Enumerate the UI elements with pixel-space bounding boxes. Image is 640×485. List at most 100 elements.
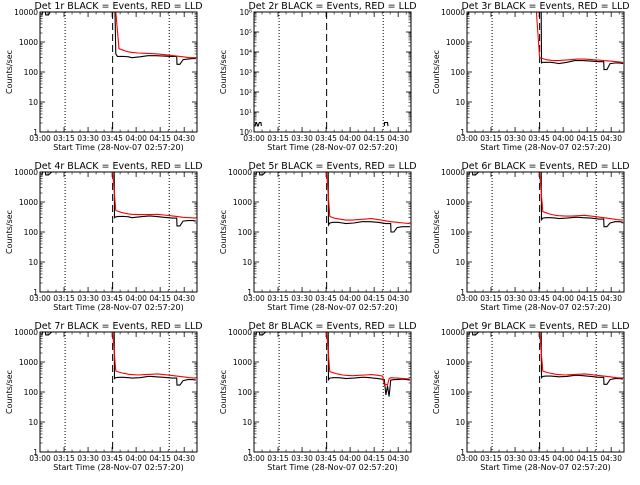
x-tick-label: 04:00 — [552, 294, 574, 303]
x-tick-label: 04:15 — [363, 454, 385, 463]
lld-series-line — [264, 332, 410, 386]
x-tick-label: 03:45 — [528, 134, 550, 143]
y-tick-label: 10 — [28, 258, 38, 267]
y-tick-label: 10000 — [14, 328, 38, 337]
x-tick-label: 03:00 — [456, 294, 478, 303]
plot-title: Det 1r BLACK = Events, RED = LLD — [34, 1, 202, 12]
x-tick-label: 03:15 — [53, 294, 75, 303]
y-tick-label: 10000 — [14, 8, 38, 17]
lld-series-line — [50, 12, 196, 59]
x-axis-label: Start Time (28-Nov-07 02:57:20) — [480, 463, 610, 472]
y-tick-label: 10000 — [14, 168, 38, 177]
x-tick-label: 03:00 — [243, 134, 265, 143]
x-tick-label: 03:45 — [101, 294, 123, 303]
y-tick-label: 1 — [33, 448, 38, 457]
x-axis-label: Start Time (28-Nov-07 02:57:20) — [480, 143, 610, 152]
y-axis-label: Counts/sec — [432, 210, 441, 254]
plot-frame — [39, 331, 198, 453]
lld-series-line — [50, 172, 196, 219]
y-tick-label: 10⁰ — [239, 128, 252, 137]
y-tick-label: 1000 — [19, 198, 38, 207]
x-tick-label: 04:30 — [387, 454, 409, 463]
x-tick-label: 04:30 — [173, 454, 195, 463]
y-tick-label: 10000 — [441, 8, 465, 17]
y-tick-label: 100 — [451, 388, 466, 397]
plot-title: Det 9r BLACK = Events, RED = LLD — [461, 321, 629, 332]
x-tick-label: 03:15 — [53, 134, 75, 143]
events-series-line — [254, 332, 410, 397]
y-tick-label: 10 — [455, 418, 465, 427]
x-tick-label: 04:00 — [339, 294, 361, 303]
x-tick-label: 03:30 — [504, 294, 526, 303]
x-tick-label: 03:30 — [504, 454, 526, 463]
y-tick-label: 10 — [242, 418, 252, 427]
plot-panel-4: Det 4r BLACK = Events, RED = LLD 1 10 100 10… — [5, 161, 203, 312]
y-tick-label: 1000 — [19, 358, 38, 367]
y-tick-label: 10000 — [228, 168, 252, 177]
plot-panel-1: Det 1r BLACK = Events, RED = LLD 1 10 100 10… — [5, 1, 203, 152]
y-tick-label: 100 — [24, 388, 39, 397]
plot-panel-6: Det 6r BLACK = Events, RED = LLD 1 10 100 10… — [432, 161, 630, 312]
x-tick-label: 04:00 — [552, 454, 574, 463]
x-axis-label: Start Time (28-Nov-07 02:57:20) — [53, 303, 183, 312]
x-tick-label: 04:15 — [149, 454, 171, 463]
x-axis-label: Start Time (28-Nov-07 02:57:20) — [267, 143, 397, 152]
y-axis-label: Counts/sec — [219, 50, 228, 94]
x-tick-label: 03:00 — [456, 134, 478, 143]
x-tick-label: 03:15 — [480, 294, 502, 303]
events-series-line — [254, 172, 410, 233]
y-tick-label: 1000 — [446, 38, 465, 47]
y-tick-label: 1000 — [19, 38, 38, 47]
x-tick-label: 03:15 — [480, 134, 502, 143]
x-tick-label: 04:30 — [173, 134, 195, 143]
plot-frame — [253, 331, 412, 453]
lld-series-line — [50, 332, 196, 379]
y-axis-label: Counts/sec — [5, 50, 14, 94]
y-tick-label: 10 — [28, 98, 38, 107]
x-tick-label: 04:30 — [600, 294, 622, 303]
x-tick-label: 04:30 — [387, 294, 409, 303]
x-tick-label: 03:30 — [77, 134, 99, 143]
x-tick-label: 03:00 — [243, 294, 265, 303]
y-tick-label: 100 — [24, 68, 39, 77]
x-tick-label: 04:30 — [600, 134, 622, 143]
x-tick-label: 04:30 — [173, 294, 195, 303]
events-series-line — [467, 12, 624, 71]
lld-series-line — [477, 332, 623, 379]
y-tick-label: 10³ — [239, 68, 252, 77]
y-tick-label: 100 — [238, 228, 253, 237]
events-series-line — [467, 172, 624, 228]
y-tick-label: 100 — [451, 228, 466, 237]
x-tick-label: 03:45 — [315, 294, 337, 303]
y-tick-label: 1 — [460, 448, 465, 457]
plot-frame — [466, 171, 625, 293]
plot-panel-3: Det 3r BLACK = Events, RED = LLD 1 10 100 10… — [432, 1, 630, 152]
y-tick-label: 100 — [451, 68, 466, 77]
y-tick-label: 1 — [460, 288, 465, 297]
x-tick-label: 04:00 — [339, 454, 361, 463]
plot-frame — [466, 11, 625, 133]
x-tick-label: 03:30 — [291, 134, 313, 143]
y-tick-label: 10⁶ — [239, 8, 252, 17]
events-series-line — [40, 172, 196, 227]
y-tick-label: 10 — [455, 258, 465, 267]
plot-title: Det 2r BLACK = Events, RED = LLD — [248, 1, 416, 12]
y-tick-label: 10 — [28, 418, 38, 427]
x-tick-label: 03:30 — [504, 134, 526, 143]
x-tick-label: 04:15 — [576, 454, 598, 463]
x-axis-label: Start Time (28-Nov-07 02:57:20) — [267, 303, 397, 312]
y-tick-label: 1 — [247, 448, 252, 457]
x-tick-label: 03:15 — [267, 294, 289, 303]
plot-title: Det 8r BLACK = Events, RED = LLD — [248, 321, 416, 332]
y-tick-label: 100 — [24, 228, 39, 237]
x-tick-label: 04:15 — [149, 134, 171, 143]
y-tick-label: 10⁵ — [239, 28, 252, 37]
events-series-line — [254, 121, 262, 127]
x-tick-label: 04:00 — [125, 454, 147, 463]
plot-title: Det 6r BLACK = Events, RED = LLD — [461, 161, 629, 172]
events-series-line — [383, 121, 389, 127]
lld-series-line — [477, 172, 623, 221]
plot-frame — [253, 171, 412, 293]
